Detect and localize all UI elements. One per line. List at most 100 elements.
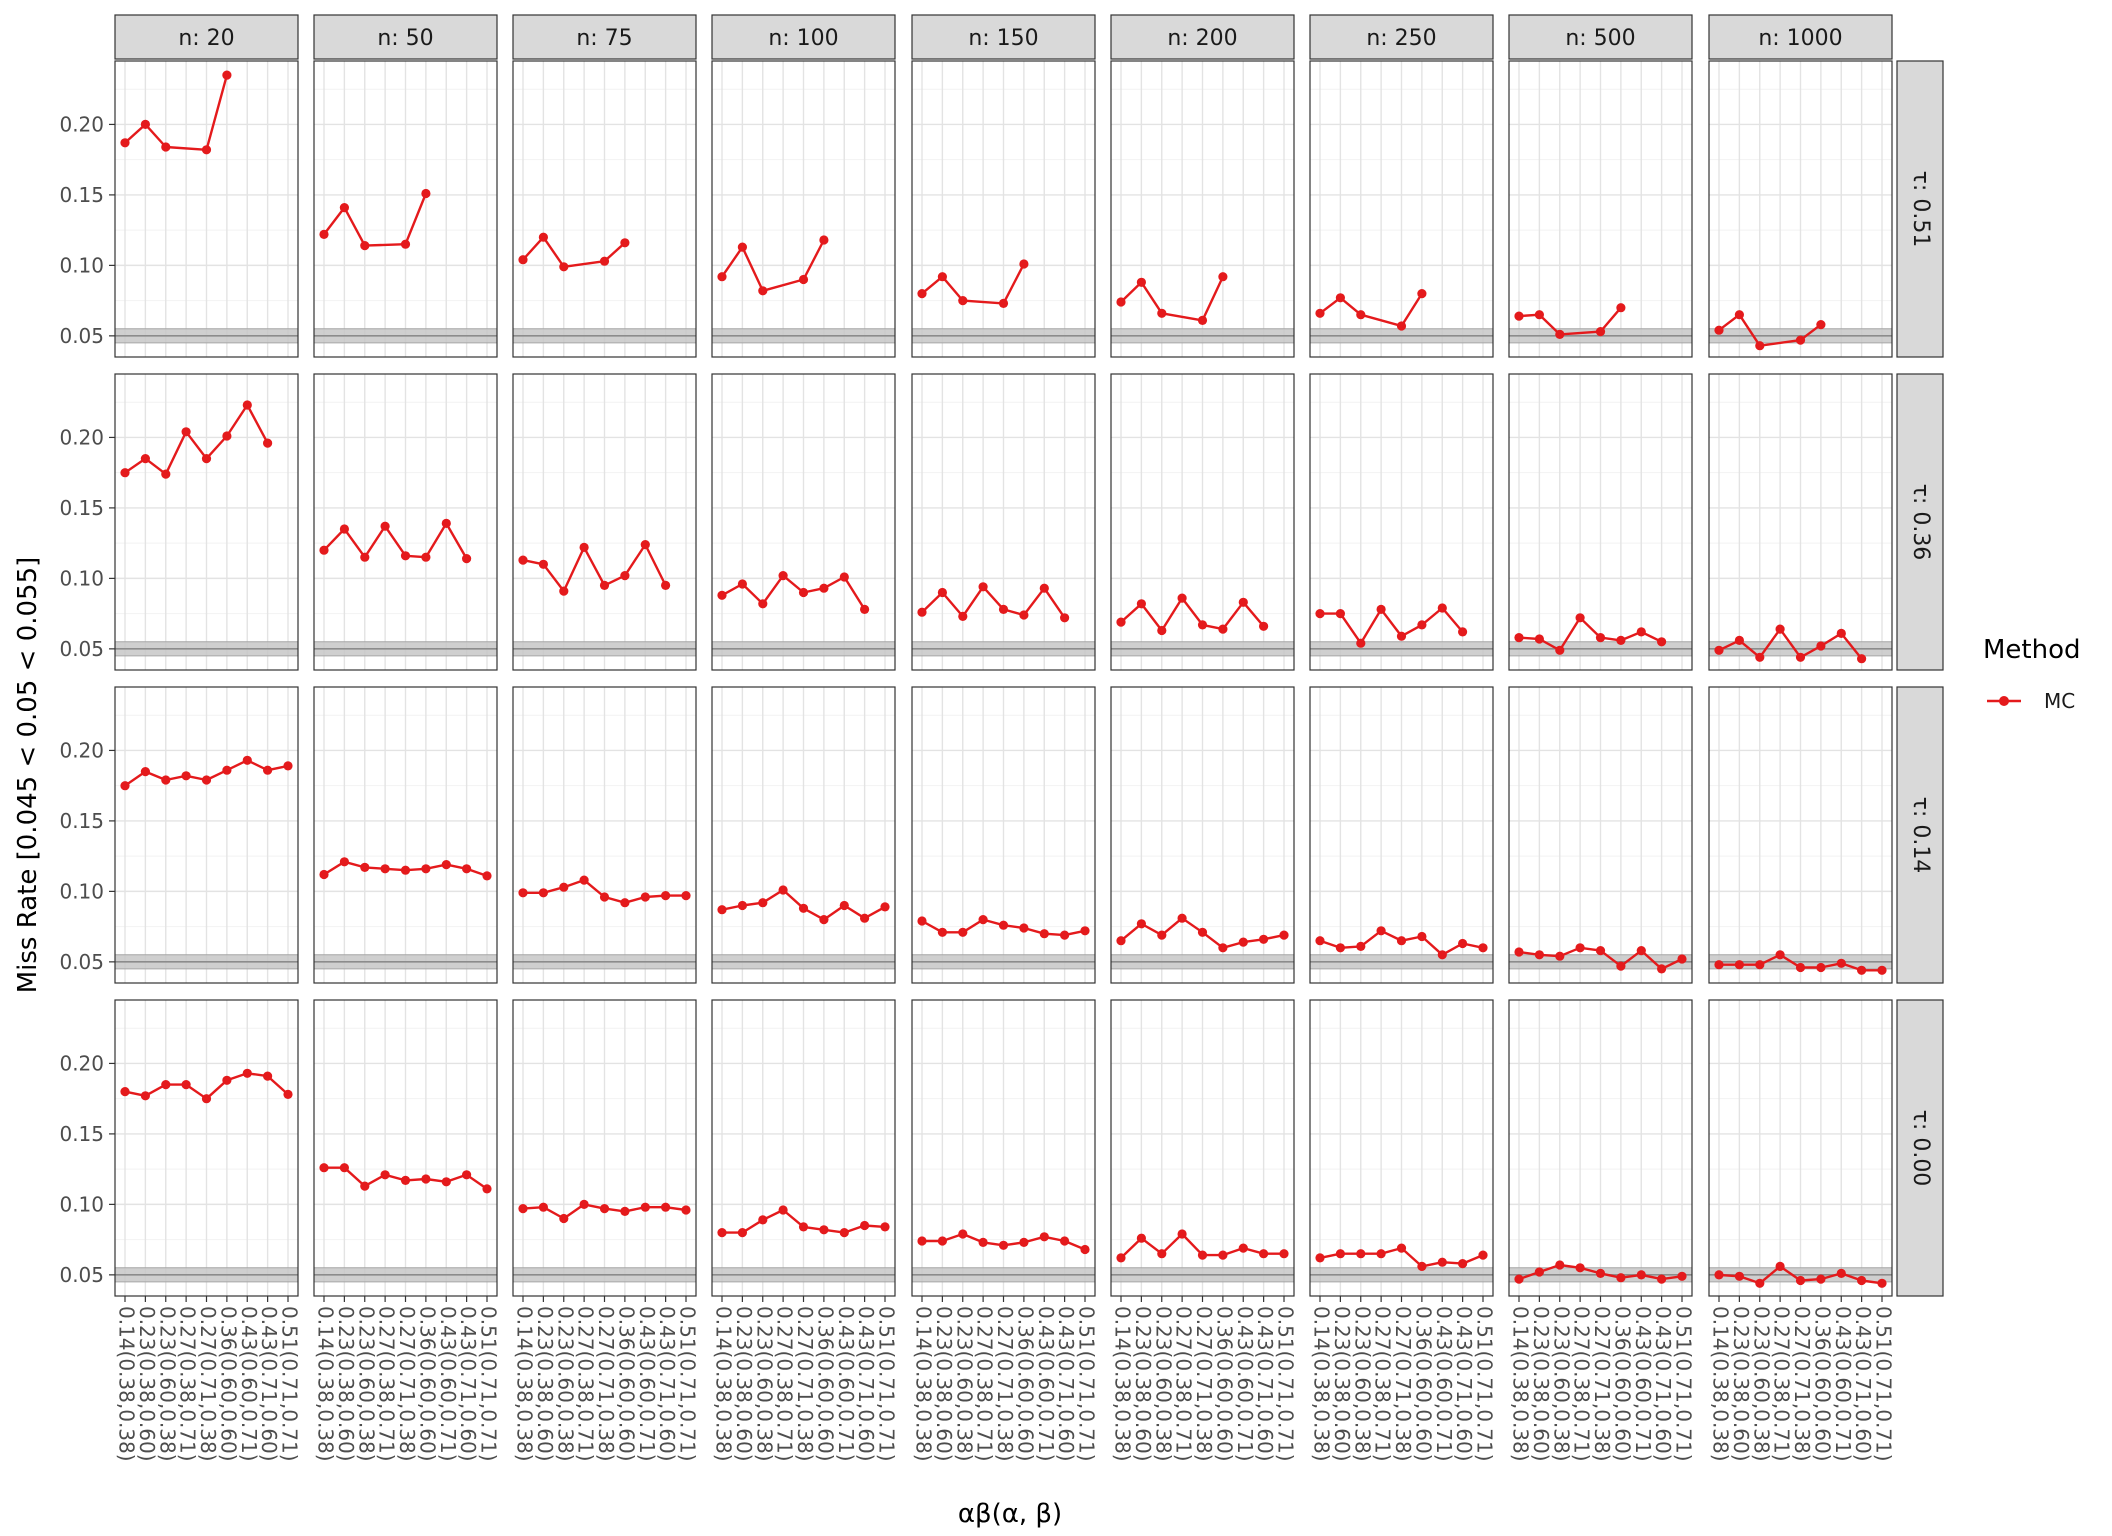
col-strip-label: n: 50 — [377, 26, 433, 51]
x-tick-label: 0.36(0.60,0.60) — [1411, 1306, 1435, 1462]
data-point — [1514, 1274, 1524, 1284]
x-tick-label: 0.14(0.38,0.38) — [712, 1306, 736, 1462]
x-tick-label: 0.27(0.38,0.71) — [1570, 1306, 1594, 1462]
data-point — [737, 1228, 748, 1238]
y-tick-label: 0.15 — [59, 183, 104, 207]
data-point — [263, 1071, 273, 1081]
data-point — [360, 1181, 370, 1191]
data-point — [620, 238, 630, 248]
data-point — [1636, 946, 1646, 956]
data-point — [1555, 329, 1565, 339]
data-point — [559, 1213, 569, 1224]
data-point — [839, 572, 849, 582]
col-strip-bg — [711, 14, 896, 60]
data-point — [1514, 311, 1524, 321]
panel-border — [114, 686, 299, 984]
data-point — [1657, 1274, 1667, 1284]
data-point — [1755, 341, 1765, 351]
data-point — [360, 241, 370, 251]
data-point — [1136, 599, 1146, 609]
data-point — [839, 1228, 849, 1238]
x-tick-label: 0.43(0.60,0.71) — [635, 1306, 659, 1462]
data-point — [120, 1087, 130, 1097]
x-tick-label: 0.43(0.60,0.71) — [1831, 1306, 1855, 1462]
y-tick-label: 0.05 — [59, 1263, 104, 1287]
data-point — [937, 1236, 948, 1246]
x-tick-label: 0.23(0.60,0.38) — [752, 1306, 776, 1462]
data-point — [1877, 965, 1887, 975]
data-point — [937, 272, 948, 282]
data-point — [1177, 913, 1187, 923]
data-point — [1376, 604, 1386, 615]
data-point — [518, 255, 528, 265]
data-point — [758, 898, 768, 908]
x-tick-label: 0.14(0.38,0.38) — [1111, 1306, 1135, 1462]
data-point — [1197, 1250, 1208, 1260]
data-point — [1458, 1259, 1468, 1269]
row-strip-bg — [1896, 373, 1944, 671]
data-point — [1136, 277, 1146, 287]
data-point — [1238, 1243, 1248, 1253]
data-point — [242, 1068, 252, 1078]
data-point — [518, 888, 528, 898]
data-point — [538, 888, 549, 898]
data-point — [1437, 1257, 1447, 1267]
x-tick-label: 0.36(0.60,0.60) — [415, 1306, 439, 1462]
x-tick-label: 0.23(0.38,0.60) — [135, 1306, 159, 1462]
data-point — [819, 915, 829, 925]
x-tick-label: 0.23(0.38,0.60) — [533, 1306, 557, 1462]
x-tick-label: 0.43(0.71,0.60) — [456, 1306, 480, 1462]
panel-border — [1708, 373, 1893, 671]
x-tick-label: 0.27(0.38,0.71) — [176, 1306, 200, 1462]
data-point — [1356, 638, 1366, 648]
data-point — [1039, 1232, 1049, 1242]
x-tick-label: 0.43(0.71,0.60) — [1054, 1306, 1078, 1462]
data-point — [1755, 652, 1765, 662]
x-tick-label: 0.23(0.60,0.38) — [155, 1306, 179, 1462]
data-point — [978, 1237, 988, 1247]
data-point — [1478, 1250, 1488, 1260]
data-point — [1259, 1249, 1269, 1259]
col-strip-label: n: 500 — [1565, 26, 1635, 51]
data-point — [339, 1163, 349, 1173]
x-tick-label: 0.51(0.71,0.71) — [1473, 1306, 1497, 1462]
x-tick-label: 0.23(0.38,0.60) — [1131, 1306, 1155, 1462]
data-point — [1836, 958, 1846, 968]
x-tick-label: 0.23(0.38,0.60) — [1330, 1306, 1354, 1462]
data-point — [1417, 1261, 1427, 1271]
col-strip-bg — [512, 14, 697, 60]
data-point — [579, 542, 589, 553]
data-point — [1335, 1249, 1345, 1259]
data-point — [661, 891, 671, 901]
data-point — [441, 1177, 451, 1187]
data-point — [538, 559, 549, 569]
data-point — [1616, 1273, 1626, 1283]
data-point — [1315, 609, 1325, 619]
panel-border — [512, 686, 697, 984]
data-point — [681, 1205, 691, 1215]
data-point — [559, 586, 569, 596]
panel-border — [1508, 686, 1693, 984]
data-point — [1478, 943, 1488, 953]
series-line — [522, 543, 667, 593]
x-tick-label: 0.14(0.38,0.38) — [115, 1306, 139, 1462]
panel-border — [1708, 60, 1893, 358]
col-strip-bg — [313, 14, 498, 60]
data-point — [319, 869, 329, 880]
data-point — [283, 1089, 293, 1099]
data-point — [661, 580, 671, 591]
x-tick-label: 0.43(0.60,0.71) — [436, 1306, 460, 1462]
data-point — [421, 1174, 431, 1184]
x-tick-label: 0.23(0.60,0.38) — [553, 1306, 577, 1462]
legend: Method MC — [1983, 635, 2081, 713]
data-point — [1279, 930, 1289, 940]
data-point — [400, 1175, 411, 1185]
y-axis-title: Miss Rate [0.045 < 0.05 < 0.055] — [13, 557, 43, 994]
data-point — [1396, 936, 1407, 946]
data-point — [599, 256, 610, 266]
x-tick-label: 0.23(0.60,0.38) — [354, 1306, 378, 1462]
data-point — [778, 1205, 788, 1215]
col-strip-bg — [114, 14, 299, 60]
data-point — [1595, 1268, 1606, 1278]
data-point — [1836, 628, 1846, 639]
